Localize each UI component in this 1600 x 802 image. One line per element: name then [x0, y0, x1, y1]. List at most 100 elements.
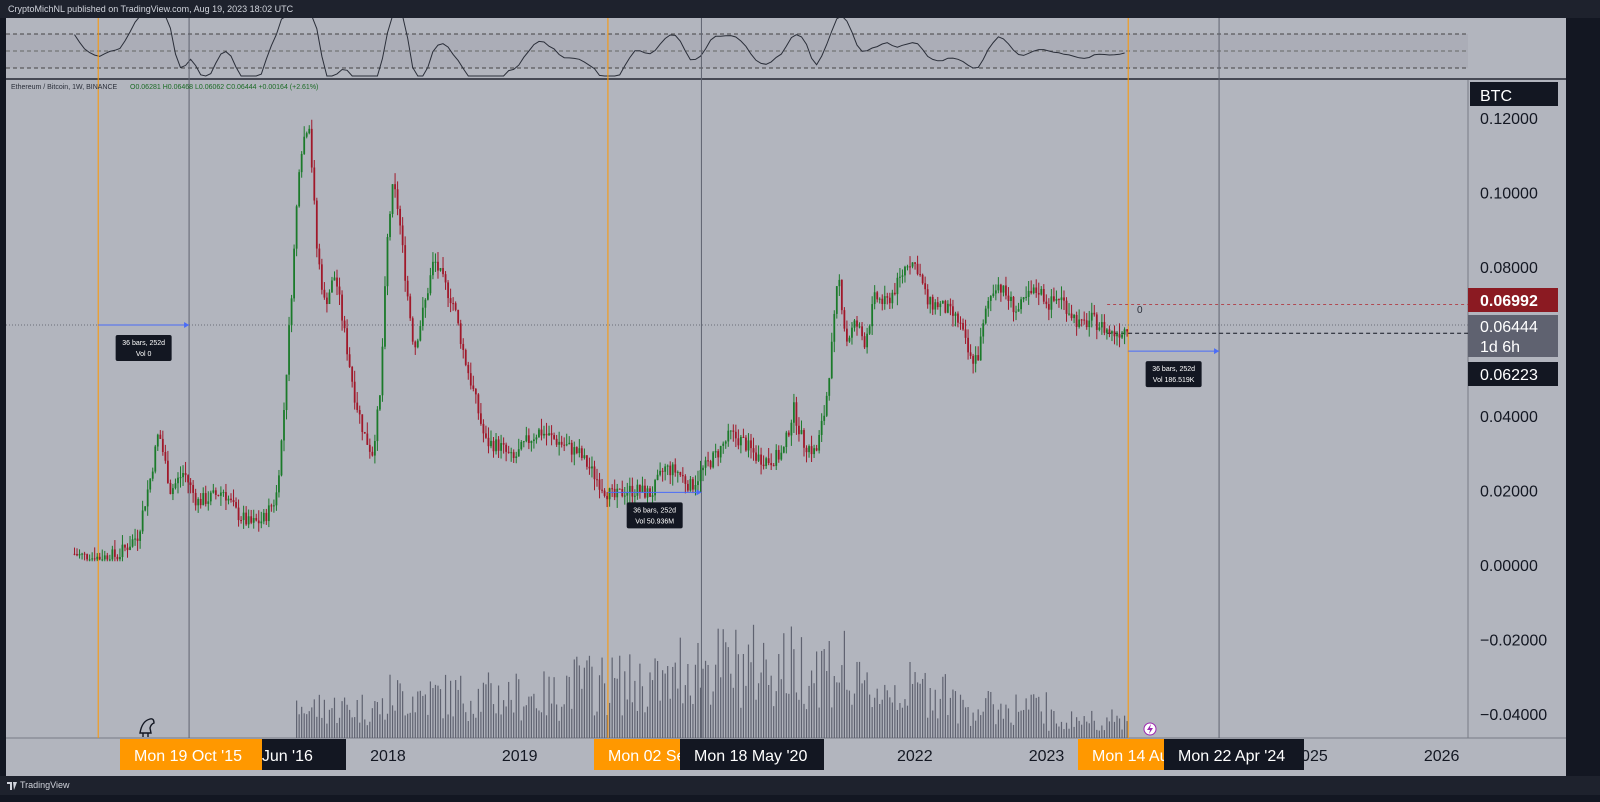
candle-body: [507, 451, 510, 453]
volume-bar: [616, 678, 618, 738]
volume-bar: [556, 704, 558, 738]
volume-bar: [1111, 709, 1113, 738]
volume-bar: [990, 691, 992, 738]
candle-body: [353, 381, 356, 403]
volume-bar: [972, 712, 974, 738]
volume-bar: [745, 685, 747, 738]
volume-bar: [922, 678, 924, 738]
candle-body: [979, 336, 982, 361]
volume-bar: [884, 684, 886, 738]
volume-bar: [798, 699, 800, 738]
volume-bar: [480, 711, 482, 738]
volume-bar: [969, 725, 972, 738]
candle-body: [548, 433, 550, 436]
volume-bar: [803, 703, 805, 738]
measure-tooltip: [626, 502, 683, 529]
candle-body: [944, 300, 947, 313]
volume-bar: [389, 674, 391, 738]
candle-body: [901, 275, 904, 277]
candle-body: [742, 436, 745, 438]
volume-bar: [906, 705, 909, 738]
candle-body: [656, 474, 659, 481]
candle-body: [505, 444, 508, 452]
volume-bar: [768, 685, 770, 738]
volume-bar: [465, 712, 467, 738]
candle-body: [828, 378, 831, 396]
candle-body: [747, 440, 750, 451]
volume-bar: [417, 691, 419, 738]
candle-body: [361, 414, 364, 432]
candle-body: [782, 447, 785, 453]
candle-body: [709, 461, 712, 468]
candle-body: [921, 274, 924, 284]
candle-body: [404, 245, 407, 281]
volume-bar: [467, 721, 469, 738]
candle-body: [798, 425, 800, 435]
volume-bar: [548, 676, 550, 738]
chart[interactable]: 0.120000.100000.080000.060000.040000.020…: [0, 18, 1600, 776]
volume-bar: [523, 706, 525, 738]
candle-body: [386, 237, 389, 287]
volume-bar: [571, 708, 573, 738]
volume-bar: [904, 699, 906, 738]
volume-bar: [914, 672, 916, 738]
candle-body: [628, 485, 631, 493]
candle-body: [308, 128, 311, 134]
candle-body: [962, 323, 964, 330]
volume-bar: [808, 685, 810, 738]
volume-bar: [450, 680, 452, 738]
candle-body: [454, 303, 457, 310]
candle-body: [492, 440, 495, 452]
volume-bar: [891, 702, 893, 738]
volume-bar: [475, 717, 477, 738]
candle-body: [654, 480, 656, 496]
volume-bar: [371, 708, 373, 738]
candle-body: [126, 547, 129, 551]
measurement-tools[interactable]: 36 bars, 252d Vol 0 36 bars, 252d Vol 50.93…: [98, 321, 1220, 529]
volume-bar: [656, 660, 659, 738]
candle-body: [1118, 334, 1121, 338]
candle-body: [699, 470, 702, 482]
volume-bar: [349, 709, 351, 738]
price-tick-label: 0.08000: [1480, 260, 1538, 277]
candle-body: [267, 505, 270, 522]
candle-body: [608, 488, 611, 500]
volume-bar: [977, 709, 979, 738]
dino-icon[interactable]: [139, 718, 155, 737]
volume-bar: [391, 705, 394, 738]
lightning-icon[interactable]: [1143, 722, 1157, 736]
volume-bar: [626, 699, 628, 738]
volume-bar: [747, 644, 750, 738]
candle-body: [1040, 288, 1043, 295]
rsi-line: [74, 18, 1125, 77]
candle-body: [384, 286, 386, 347]
candle-body: [813, 448, 815, 455]
vertical-markers: [97, 18, 1220, 738]
candle-body: [1088, 320, 1091, 328]
volume-bar: [621, 715, 623, 738]
volume-bar: [376, 702, 378, 738]
candle-body: [931, 296, 934, 310]
candle-body: [500, 443, 502, 451]
candle-body: [1047, 304, 1050, 310]
candle-body: [1100, 322, 1103, 328]
volume-bar: [826, 670, 828, 738]
volume-bar: [399, 683, 401, 738]
volume-bar: [742, 653, 745, 738]
volume-bar: [947, 715, 949, 738]
candle-body: [904, 266, 906, 276]
candle-body: [426, 293, 429, 300]
candle-body: [530, 441, 533, 444]
candle-body: [987, 300, 990, 309]
volume-bar: [427, 714, 429, 738]
candle-body: [232, 500, 235, 503]
volume-bar: [354, 717, 356, 738]
candle-body: [633, 495, 636, 497]
volume-bar: [886, 690, 888, 738]
candle-body: [737, 438, 740, 446]
candle-body: [823, 415, 826, 421]
volume-bar: [513, 712, 515, 738]
candle-body: [96, 556, 99, 560]
volume-bar: [881, 699, 883, 738]
volume-bar: [1007, 708, 1010, 738]
